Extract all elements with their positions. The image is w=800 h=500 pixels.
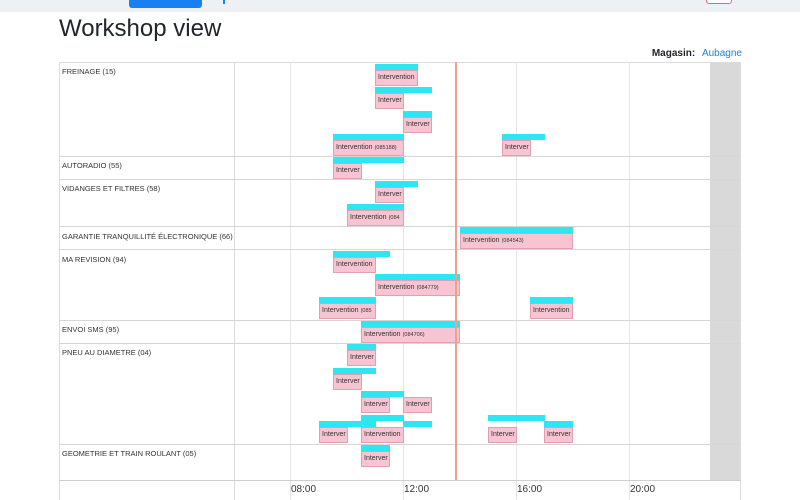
- row-divider: [59, 179, 741, 180]
- intervention-bar[interactable]: Interver: [319, 427, 348, 443]
- intervention-bar[interactable]: Interver: [333, 374, 362, 390]
- planned-bar: [403, 421, 432, 427]
- row-divider: [59, 343, 741, 344]
- current-time-line: [455, 62, 457, 480]
- axis-divider: [59, 480, 741, 481]
- intervention-bar[interactable]: Interver: [333, 163, 362, 179]
- intervention-bar[interactable]: Intervention: [375, 70, 418, 86]
- axis-tick-label: 08:00: [291, 484, 317, 495]
- row-label-revision: MA REVISION (94): [62, 255, 127, 264]
- planned-bar: [361, 445, 390, 451]
- planned-bar: [375, 64, 418, 70]
- hour-gridline: [629, 62, 630, 500]
- intervention-bar[interactable]: Intervention (084: [347, 210, 404, 226]
- hour-gridline: [290, 62, 291, 500]
- intervention-bar[interactable]: Interver: [403, 117, 432, 133]
- logout-button[interactable]: [706, 0, 732, 4]
- row-label-autoradio: AUTORADIO (55): [62, 161, 122, 170]
- intervention-bar[interactable]: Interver: [403, 397, 432, 413]
- planned-bar: [544, 421, 573, 427]
- planned-bar: [333, 368, 376, 374]
- row-label-pneu: PNEU AU DIAMETRE (04): [62, 348, 152, 357]
- planned-bar: [488, 415, 545, 421]
- intervention-bar[interactable]: Intervention: [333, 257, 376, 273]
- planned-bar: [333, 134, 404, 140]
- nav-link[interactable]: [223, 0, 225, 4]
- intervention-bar[interactable]: Intervention (084779): [375, 280, 460, 296]
- page-title: Workshop view: [59, 15, 222, 42]
- planned-bar: [502, 134, 545, 140]
- planned-bar: [319, 297, 376, 303]
- label-column-divider: [234, 62, 235, 500]
- row-label-geometrie: GEOMETRIE ET TRAIN ROULANT (05): [62, 449, 197, 458]
- planned-bar: [375, 274, 460, 280]
- store-selector: Magasin: Aubagne: [652, 48, 742, 60]
- intervention-bar[interactable]: Interver: [347, 350, 376, 366]
- planned-bar: [361, 391, 404, 397]
- intervention-bar[interactable]: Intervention (085: [319, 303, 376, 319]
- row-divider: [59, 249, 741, 250]
- intervention-bar[interactable]: Intervention (084543): [460, 233, 573, 249]
- row-divider: [59, 156, 741, 157]
- nav-button[interactable]: [129, 0, 202, 8]
- planned-bar: [375, 87, 432, 93]
- planned-bar: [361, 415, 404, 421]
- store-label: Magasin:: [651, 48, 696, 59]
- intervention-bar[interactable]: Interver: [488, 427, 517, 443]
- intervention-bar[interactable]: Intervention (084706): [361, 327, 460, 343]
- planned-bar: [460, 227, 573, 233]
- row-label-freinage: FREINAGE (15): [62, 67, 116, 76]
- row-label-sms: ENVOI SMS (95): [62, 325, 120, 334]
- planned-bar: [530, 297, 573, 303]
- planned-bar: [347, 204, 404, 210]
- intervention-bar[interactable]: Interver: [502, 140, 531, 156]
- row-divider: [59, 320, 741, 321]
- top-nav-bar: [0, 0, 800, 12]
- closed-hours-block: [710, 63, 740, 480]
- row-label-garantie: GARANTIE TRANQUILLITÉ ÉLECTRONIQUE (66): [62, 232, 233, 241]
- intervention-bar[interactable]: Interver: [361, 397, 390, 413]
- intervention-bar[interactable]: Interver: [544, 427, 573, 443]
- axis-tick-label: 12:00: [404, 484, 430, 495]
- intervention-bar[interactable]: Interver: [375, 187, 404, 203]
- planned-bar: [319, 421, 376, 427]
- planned-bar: [403, 111, 432, 117]
- axis-tick-label: 16:00: [517, 484, 543, 495]
- planned-bar: [375, 181, 418, 187]
- planned-bar: [333, 157, 404, 163]
- intervention-bar[interactable]: Intervention: [361, 427, 404, 443]
- intervention-bar[interactable]: Intervention (085188): [333, 140, 404, 156]
- row-divider: [59, 226, 741, 227]
- intervention-bar[interactable]: Interver: [375, 93, 404, 109]
- planned-bar: [347, 344, 376, 350]
- row-divider: [59, 444, 741, 445]
- axis-tick-label: 20:00: [630, 484, 656, 495]
- hour-gridline: [516, 62, 517, 500]
- intervention-bar[interactable]: Intervention: [530, 303, 573, 319]
- planned-bar: [333, 251, 390, 257]
- workshop-grid: [59, 62, 741, 500]
- planned-bar: [361, 321, 460, 327]
- intervention-bar[interactable]: Interver: [361, 451, 390, 467]
- row-label-vidanges: VIDANGES ET FILTRES (58): [62, 184, 161, 193]
- store-link[interactable]: Aubagne: [701, 48, 742, 59]
